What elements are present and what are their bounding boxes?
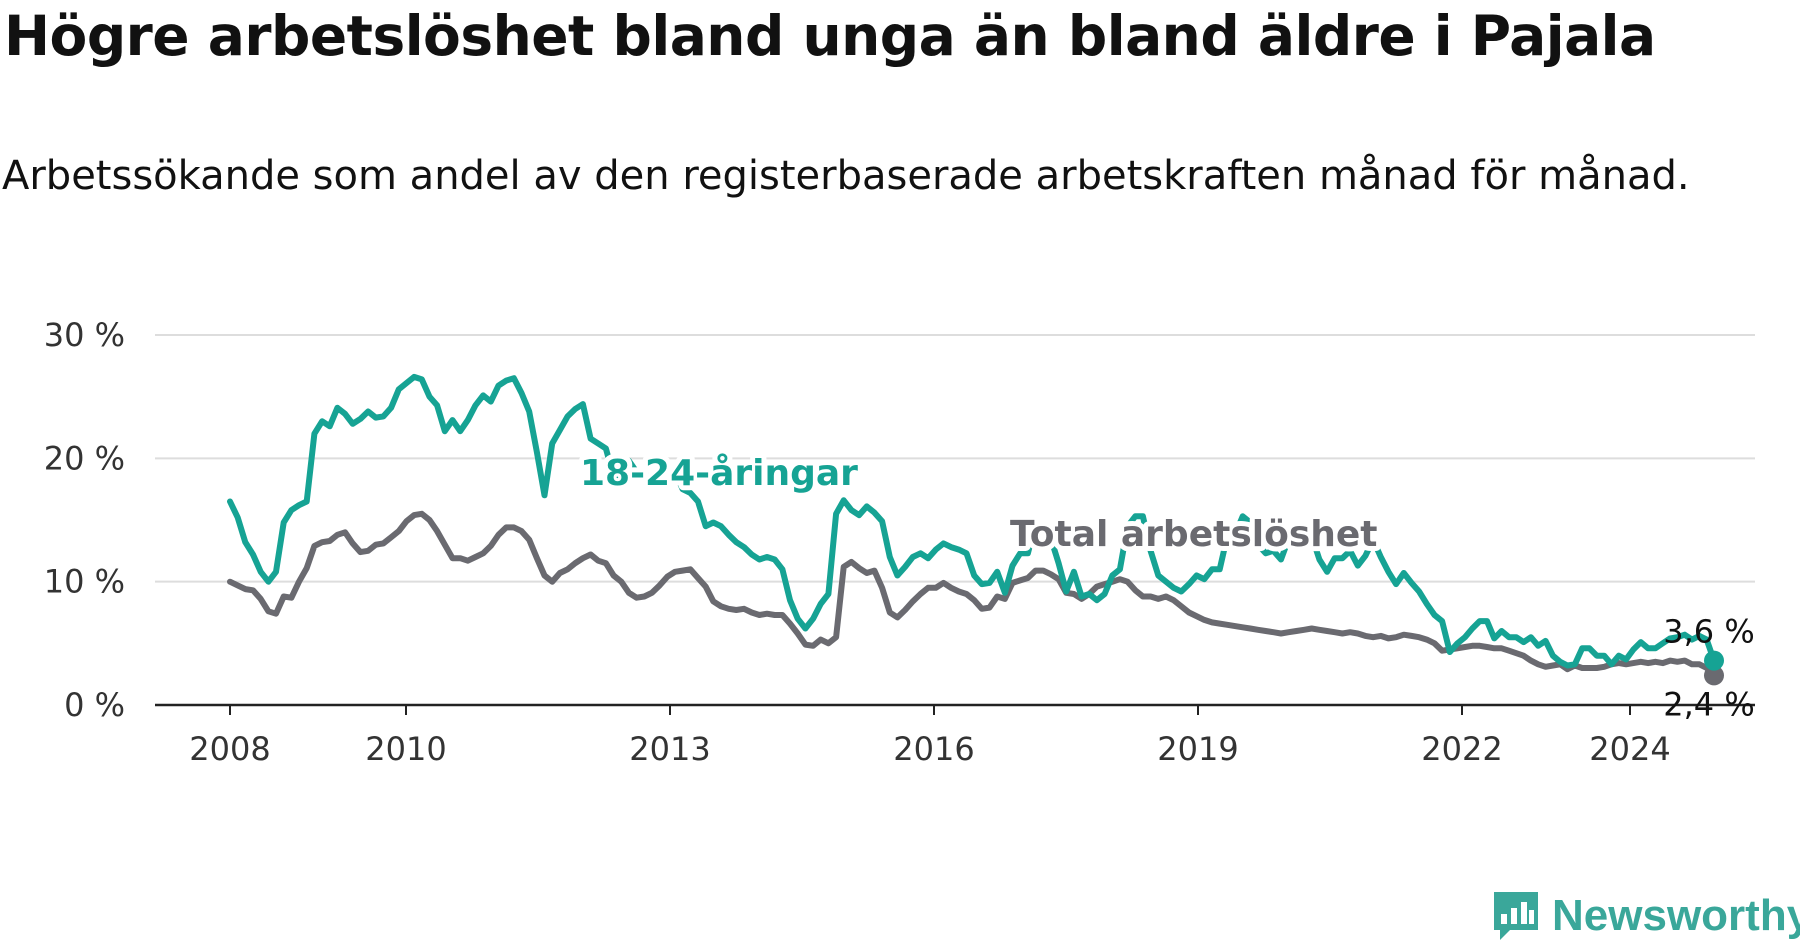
bar-chart-speech-bubble-icon [1494,892,1538,940]
brand-name: Newsworthy [1552,891,1800,940]
series-lines [227,373,1724,686]
series-line-youth [227,373,1717,669]
x-tick-label: 2013 [629,730,710,768]
x-tick-label: 2008 [189,730,270,768]
end-label-total: 2,4 % [1663,685,1754,723]
y-tick-label: 10 % [44,563,125,601]
x-tick-label: 2019 [1157,730,1238,768]
end-point-youth [1704,650,1724,671]
chart-title: Högre arbetslöshet bland unga än bland ä… [4,4,1656,68]
y-tick-label: 30 % [44,316,125,354]
series-labels: 18-24-åringar Total arbetslöshet 3,6 % 2,4 … [575,448,1755,723]
x-tick-label: 2010 [365,730,446,768]
gridlines [155,334,1755,707]
line-chart: 0 % 10 % 20 % 30 % 2008 2010 2013 2016 2019 2022… [44,316,1755,768]
y-axis: 0 % 10 % 20 % 30 % [44,316,125,724]
newsworthy-logo[interactable]: Newsworthy [1490,888,1800,944]
end-point-total [1704,665,1724,686]
series-label-youth: 18-24-åringar [580,453,858,494]
series-label-total: Total arbetslöshet [1010,514,1378,555]
y-tick-label: 0 % [64,686,125,724]
x-tick-label: 2016 [893,730,974,768]
series-line-total [227,510,1717,679]
x-tick-label: 2024 [1589,730,1670,768]
x-tick-label: 2022 [1421,730,1502,768]
x-axis: 2008 2010 2013 2016 2019 2022 2024 [189,705,1671,768]
chart-subtitle: Arbetssökande som andel av den registerb… [2,153,1690,199]
y-tick-label: 20 % [44,439,125,477]
end-label-youth: 3,6 % [1663,613,1754,651]
